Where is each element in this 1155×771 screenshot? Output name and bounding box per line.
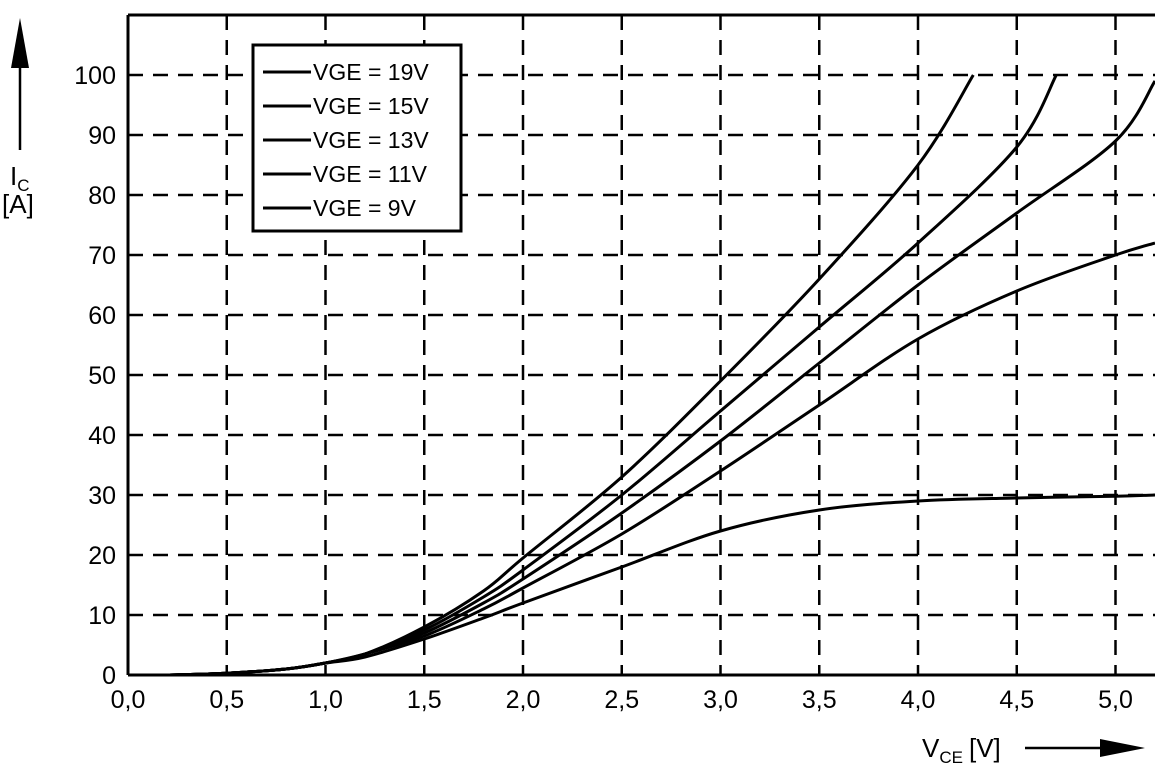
legend-box <box>251 43 463 233</box>
x-tick-label: 3,0 <box>703 686 738 714</box>
legend: VGE = 19V VGE = 15V VGE = 13V VGE = 11V VGE … <box>251 43 463 233</box>
x-tick-label: 4,0 <box>901 686 936 714</box>
plot-frame <box>126 13 1155 677</box>
y-tick-label: 10 <box>88 602 116 630</box>
y-tick-label: 100 <box>74 62 116 90</box>
x-axis-ticks: 0,0 0,5 1,0 1,5 2,0 2,5 3,0 3,5 4,0 4,5 5,0 <box>111 686 1133 714</box>
y-tick-label: 80 <box>88 182 116 210</box>
y-tick-label: 20 <box>88 542 116 570</box>
y-axis-arrowhead-icon <box>11 18 29 68</box>
series-lines <box>167 74 1155 677</box>
y-axis-ticks: 0 10 20 30 40 50 60 70 80 90 100 <box>74 62 116 690</box>
svg-text:VCE[V]: VCE [V] <box>922 733 1001 767</box>
x-tick-label: 3,5 <box>802 686 837 714</box>
y-tick-label: 0 <box>102 662 116 690</box>
x-axis-label: V <box>922 733 940 763</box>
y-tick-label: 60 <box>88 302 116 330</box>
y-tick-label: 50 <box>88 362 116 390</box>
x-tick-label: 4,5 <box>999 686 1034 714</box>
y-axis-title: IC [A] <box>2 18 34 219</box>
legend-entry-label: VGE = 9V <box>313 195 417 221</box>
x-axis-title: VCE [V] <box>922 733 1145 767</box>
y-tick-label: 30 <box>88 482 116 510</box>
series-line-4 <box>167 493 1155 677</box>
x-tick-label: 1,0 <box>308 686 343 714</box>
x-tick-label: 1,5 <box>407 686 442 714</box>
x-axis-label-subscript: CE <box>939 748 963 767</box>
x-axis-unit: [V] <box>969 733 1001 763</box>
x-tick-label: 2,5 <box>604 686 639 714</box>
y-axis-unit: [A] <box>2 189 34 219</box>
x-tick-label: 0,5 <box>209 686 244 714</box>
legend-entry-label: VGE = 19V <box>313 59 429 85</box>
grid <box>128 15 1155 675</box>
y-tick-label: 70 <box>88 242 116 270</box>
y-tick-label: 40 <box>88 422 116 450</box>
y-axis-label: I <box>10 161 17 191</box>
legend-entry-label: VGE = 15V <box>313 93 429 119</box>
y-tick-label: 90 <box>88 122 116 150</box>
svg-text:IC: IC <box>10 161 30 195</box>
x-tick-label: 5,0 <box>1098 686 1133 714</box>
legend-entry-label: VGE = 11V <box>313 161 428 187</box>
x-tick-label: 2,0 <box>506 686 541 714</box>
y-axis-label-subscript: C <box>17 176 29 195</box>
x-axis-arrowhead-icon <box>1100 739 1145 757</box>
legend-entry-label: VGE = 13V <box>313 127 429 153</box>
x-tick-label: 0,0 <box>111 686 146 714</box>
series-line-3 <box>167 241 1155 677</box>
